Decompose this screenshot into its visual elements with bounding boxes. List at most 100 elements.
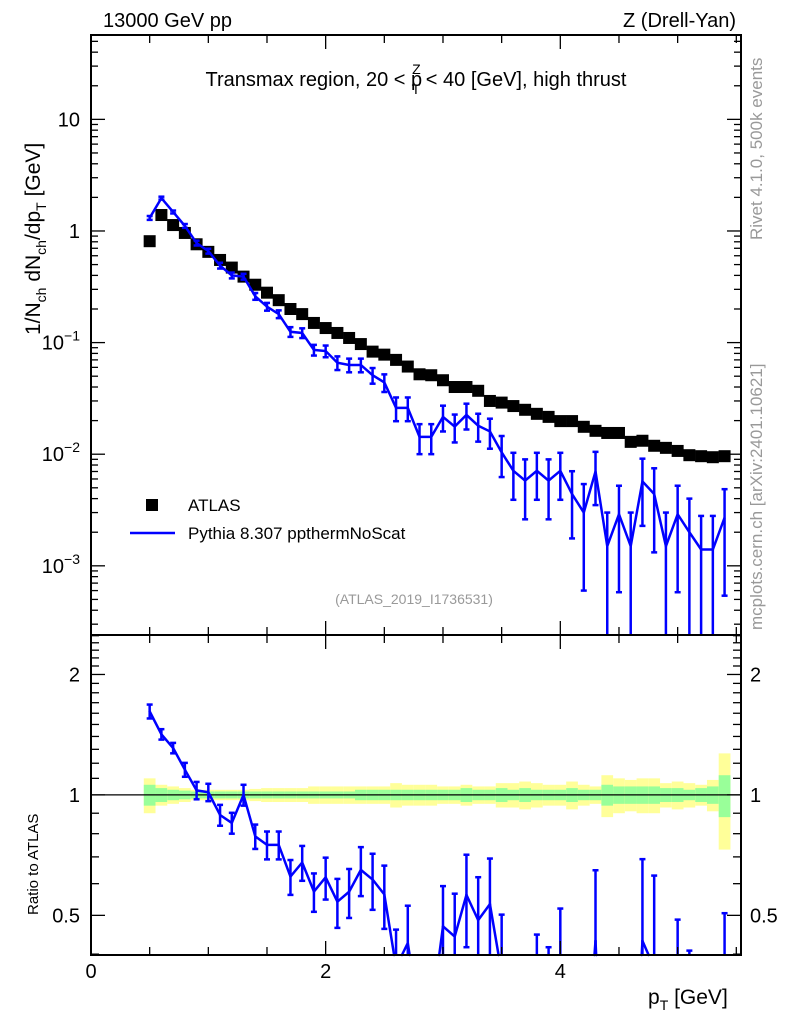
mc-ratio-line-segment [207,791,222,817]
mc-ratio-line-segment [171,746,187,771]
atlas-data-point [319,322,332,335]
mc-ratio-line-segment [183,768,198,792]
mc-ratio-line-segment [230,793,245,825]
mc-ratio-line-segment [277,843,292,878]
atlas-data-point [530,407,543,420]
atlas-data-point [695,450,708,463]
legend-atlas-marker [146,499,158,511]
mc-ratio-line-segment [254,835,269,847]
ratio-tick-label-left: 0.5 [52,905,80,927]
x-tick-label: 4 [555,961,566,983]
mc-ratio-line-segment [347,868,363,894]
y-tick-label: 10 [58,109,80,131]
mc-ratio-line-segment [371,878,386,896]
atlas-data-point [272,294,285,307]
atlas-data-point [554,415,567,428]
atlas-data-point [296,308,309,321]
atlas-data-point [566,415,579,428]
y-tick-label: 10−2 [42,439,80,466]
atlas-data-point [460,381,473,394]
mc-ratio-line-segment [148,710,163,736]
atlas-data-point [519,403,532,416]
mcplots-source-label: mcplots.cern.ch [arXiv:2401.10621] [747,364,766,630]
mc-ratio-line-segment [359,868,374,881]
atlas-data-point [636,434,649,447]
atlas-data-point [413,368,426,381]
main-plot-marks [143,195,731,635]
ratio-tick-label-right: 2 [750,664,761,686]
mc-ratio-line-segment [218,813,234,825]
y-tick-label: 10−1 [42,328,80,355]
ratio-tick-label-right: 0.5 [750,905,778,927]
atlas-data-point [284,302,297,315]
atlas-data-point [483,394,496,407]
y-axis-label: 1/Nch dNch/dpT [GeV] [22,143,49,335]
ratio-uncertainty-bands [91,753,741,850]
atlas-data-point [225,261,238,274]
atlas-data-point [718,450,731,463]
atlas-data-point [425,369,438,382]
mc-ratio-line-segment [160,733,175,750]
atlas-data-point [589,424,602,437]
atlas-data-point [659,441,672,454]
header-left: 13000 GeV pp [103,10,232,32]
atlas-data-point [507,400,520,413]
y-tick-label: 1 [69,221,80,243]
atlas-data-point [343,331,356,344]
mc-ratio-line-segment [195,789,210,794]
atlas-data-point [167,219,180,232]
mc-ratio-line-segment [312,876,327,893]
stat-uncertainty-band [718,775,731,818]
atlas-data-point [577,420,590,433]
legend: ATLAS Pythia 8.307 ppthermNoScat [130,496,406,543]
atlas-data-point [249,278,262,291]
atlas-data-point [612,426,625,439]
atlas-data-point [601,426,614,439]
axes: 0 2 4 10 1 10−1 10−2 10−3 2 2 1 1 0.5 0.5 [42,34,778,983]
x-tick-label: 0 [85,961,96,983]
atlas-data-point [354,338,367,351]
atlas-data-point [143,235,156,248]
mc-ratio-line-segment [324,876,339,903]
analysis-id: (ATLAS_2019_I1736531) [335,591,493,607]
ratio-tick-label-right: 1 [750,785,761,807]
mc-ratio-line-segment [383,893,396,957]
mc-ratio-line-segment [289,861,304,878]
atlas-data-point [542,410,555,423]
mc-ratio-line-segment [453,893,468,938]
legend-atlas-label: ATLAS [188,496,241,515]
atlas-data-point [331,326,344,339]
atlas-data-point [307,316,320,329]
ratio-tick-label-left: 1 [69,785,80,807]
legend-mc-label: Pythia 8.307 ppthermNoScat [188,524,406,543]
header-right: Z (Drell-Yan) [623,10,736,32]
atlas-data-point [390,353,403,366]
atlas-data-point [706,451,719,464]
mc-ratio-line-segment [300,861,316,893]
ratio-y-axis-label: Ratio to ATLAS [25,814,42,915]
atlas-data-point [366,345,379,358]
atlas-data-point [495,396,508,409]
y-tick-label: 10−3 [42,551,80,578]
atlas-data-point [401,360,414,373]
mc-ratio-line-segment [441,925,456,938]
atlas-data-point [260,286,273,299]
mc-ratio-line-segment [336,890,351,903]
mc-ratio-line-segment [242,793,257,838]
mc-ratio-line-segment [488,902,500,957]
rivet-version-label: Rivet 4.1.0, 500k events [747,58,766,240]
mc-ratio-line-segment [465,893,480,922]
x-axis-label: pT [GeV] [648,986,728,1013]
atlas-data-point [683,449,696,462]
atlas-data-point [472,384,485,397]
atlas-data-point [648,439,661,452]
atlas-data-point [624,435,637,448]
main-plot-frame [90,34,742,636]
atlas-data-point [436,374,449,387]
mc-ratio-line-segment [476,902,492,922]
plot-title: Transmax region, 20 < pZ T < 40 [GeV], hi… [206,61,627,97]
ratio-tick-label-left: 2 [69,664,80,686]
atlas-data-point [671,444,684,457]
ratio-plot-marks [146,703,728,957]
